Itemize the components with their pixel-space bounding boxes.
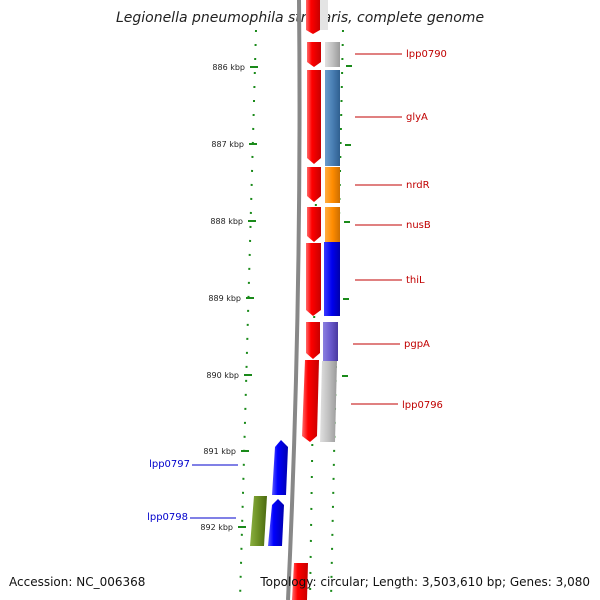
kbp-ticks: 886 kbp 887 kbp 888 kbp 889 kbp 890 kbp 891 k… — [200, 63, 352, 532]
forward-cds-track — [302, 42, 321, 442]
kbp-tick-label: 891 kbp — [203, 447, 236, 456]
gene-label-lpp0798[interactable]: lpp0798 — [147, 512, 188, 523]
gene-label-thiL[interactable]: thiL — [406, 275, 425, 286]
gene-labels: lpp0790 glyA nrdR nusB thiL pgpA lpp0796 lpp079… — [147, 49, 447, 523]
kbp-tick-label: 890 kbp — [206, 371, 239, 380]
gene-label-nrdR[interactable]: nrdR — [406, 180, 430, 191]
gene-fragment-top-grey — [320, 0, 328, 30]
cog-block-nrdR — [325, 167, 340, 203]
gene-arrow-thiL — [306, 243, 321, 316]
gene-arrow-lpp0790 — [307, 42, 321, 67]
cog-block-lpp0798 — [250, 496, 267, 546]
gene-label-nusB[interactable]: nusB — [406, 220, 431, 231]
cog-block-thiL — [324, 242, 340, 316]
genome-summary: Topology: circular; Length: 3,503,610 bp… — [260, 575, 590, 589]
gene-arrow-glyA — [307, 70, 321, 164]
reverse-cds-track — [250, 440, 288, 546]
cog-block-glyA — [325, 70, 340, 166]
cog-block-lpp0796 — [320, 361, 337, 442]
gene-arrow-top — [306, 0, 320, 34]
cog-track — [320, 42, 340, 442]
cog-block-pgpA — [323, 322, 338, 361]
accession-label: Accession: NC_006368 — [9, 575, 146, 589]
gene-arrow-lpp0797 — [272, 440, 288, 495]
gene-arrow-pgpA — [306, 322, 320, 359]
kbp-tick-label: 892 kbp — [200, 523, 233, 532]
gene-arrow-nusB — [307, 207, 321, 242]
kbp-tick-label: 888 kbp — [210, 217, 243, 226]
gene-label-lpp0790[interactable]: lpp0790 — [406, 49, 447, 60]
cog-block-nusB — [325, 207, 340, 242]
kbp-tick-label: 886 kbp — [212, 63, 245, 72]
kbp-tick-label: 889 kbp — [208, 294, 241, 303]
gene-label-pgpA[interactable]: pgpA — [404, 339, 430, 350]
gene-arrow-lpp0796 — [302, 360, 319, 442]
kbp-tick-label: 887 kbp — [211, 140, 244, 149]
gene-label-lpp0797[interactable]: lpp0797 — [149, 459, 190, 470]
gene-arrow-lpp0798 — [268, 499, 284, 546]
gene-label-lpp0796[interactable]: lpp0796 — [402, 400, 443, 411]
cog-block-lpp0790 — [325, 42, 340, 67]
genome-backbone — [286, 0, 302, 600]
gene-fragment-bottom — [292, 563, 308, 600]
gene-label-glyA[interactable]: glyA — [406, 112, 428, 123]
gene-arrow-nrdR — [307, 167, 321, 202]
